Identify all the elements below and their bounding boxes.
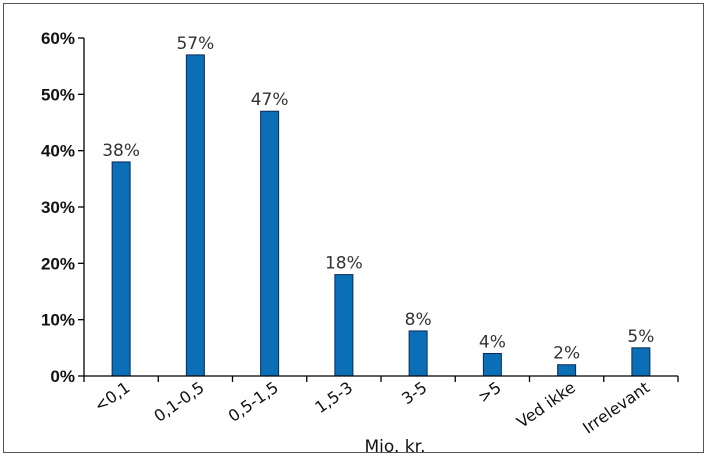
x-tick-label: 3-5 xyxy=(398,378,430,409)
x-tick-label: Irrelevant xyxy=(579,378,653,438)
bar xyxy=(334,274,354,377)
y-tick-label: 20% xyxy=(41,254,75,273)
y-tick-label: 60% xyxy=(41,29,75,48)
x-tick-label: 0,5-1,5 xyxy=(225,378,282,426)
bars: 38% 57% 47% 18% 8% 4% 2% 5% xyxy=(102,34,654,377)
data-label: 4% xyxy=(479,332,506,352)
x-tick-label: <0,1 xyxy=(91,378,134,416)
y-tick-label: 30% xyxy=(41,198,75,217)
data-label: 8% xyxy=(405,310,432,330)
x-tick-label: 0,1-0,5 xyxy=(150,378,207,426)
bar xyxy=(111,161,131,377)
x-tick-label: 1,5-3 xyxy=(311,378,356,417)
y-tick-label: 10% xyxy=(41,311,75,330)
data-label: 38% xyxy=(102,141,140,161)
bar xyxy=(185,54,205,377)
bar xyxy=(482,352,502,377)
y-tick-label: 50% xyxy=(41,85,75,104)
y-axis: 0% 10% 20% 30% 40% 50% 60% xyxy=(41,29,85,386)
data-label: 5% xyxy=(627,327,654,347)
data-label: 47% xyxy=(251,90,289,110)
bar xyxy=(557,364,577,377)
data-label: 18% xyxy=(325,254,363,274)
data-label: 2% xyxy=(553,344,580,364)
x-tick-label: Ved ikke xyxy=(513,378,579,432)
x-axis: <0,1 0,1-0,5 0,5-1,5 1,5-3 3-5 >5 Ved ikke Irre… xyxy=(83,375,679,438)
x-axis-title: Mio. kr. xyxy=(365,437,426,457)
bar xyxy=(260,110,280,377)
x-tick-label: >5 xyxy=(474,378,504,407)
y-tick-label: 40% xyxy=(41,142,75,161)
y-tick-label: 0% xyxy=(50,367,75,386)
bar xyxy=(631,347,651,377)
data-label: 57% xyxy=(176,34,214,54)
bar xyxy=(408,330,428,377)
